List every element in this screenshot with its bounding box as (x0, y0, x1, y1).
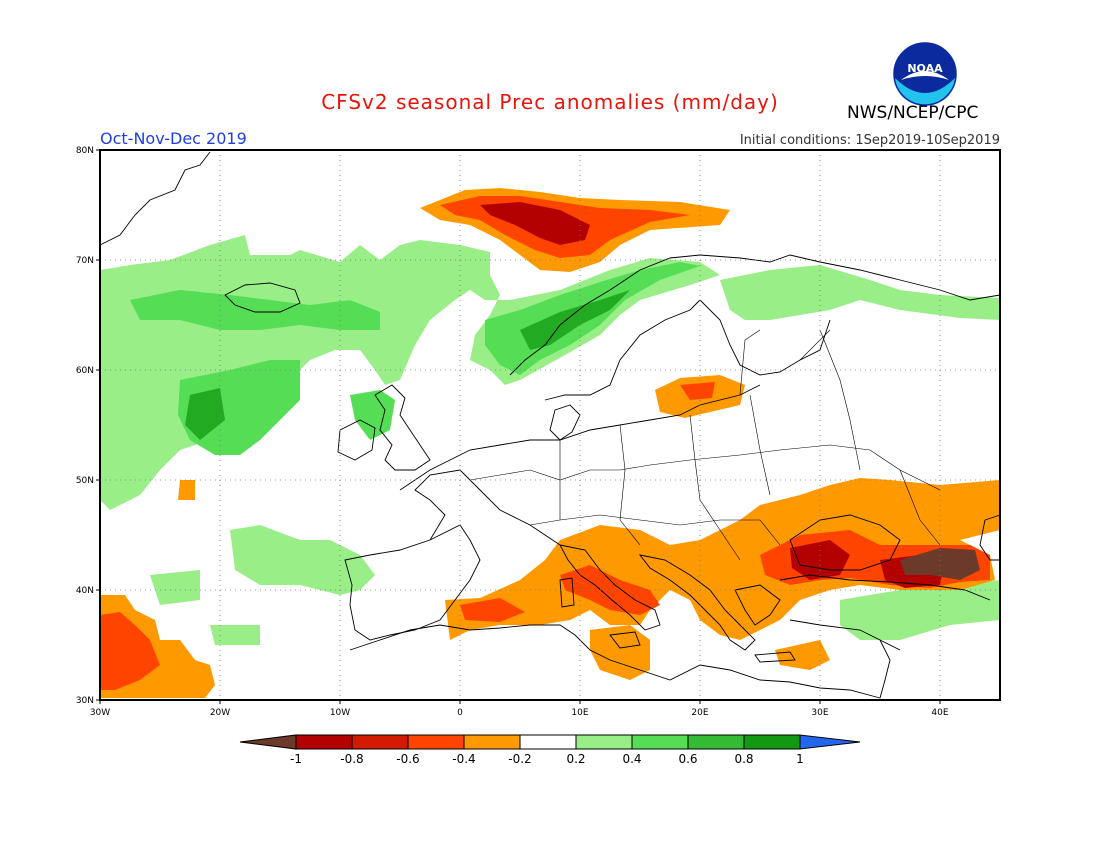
anomaly-dry-n-africa (590, 625, 830, 680)
colorbar-label: 0.2 (566, 752, 585, 766)
colorbar-cell (519, 734, 577, 750)
britain-coast (374, 384, 431, 471)
sardinia-coast (559, 577, 575, 608)
crete-coast (754, 651, 796, 663)
anomaly-dry-barents-core (480, 202, 590, 245)
anomaly-dry-italy (460, 565, 660, 622)
colorbar-label: 0.6 (678, 752, 697, 766)
ireland-coast (337, 419, 376, 461)
lat-label: 30N (76, 696, 94, 706)
sicily-coast (609, 631, 641, 649)
turkey-south-coast (789, 619, 901, 651)
anomaly-wet-ireland (350, 390, 395, 440)
levant-coast (879, 639, 891, 699)
lat-label: 60N (76, 366, 94, 376)
colorbar-label: -0.8 (340, 752, 363, 766)
anomaly-dry-iberia-sw-core (100, 612, 160, 690)
colorbar-label: 1 (796, 752, 804, 766)
colorbar-cell (743, 734, 801, 750)
agency-label: NWS/NCEP/CPC (847, 103, 979, 123)
caspian-coast (979, 514, 1001, 561)
lat-label: 40N (76, 586, 94, 596)
colorbar-label: -0.2 (508, 752, 531, 766)
colorbar: -1 -0.8 -0.6 -0.4 -0.2 0.2 0.4 0.6 0.8 1 (239, 734, 861, 766)
france-coast (414, 469, 561, 546)
map-title: CFSv2 seasonal Prec anomalies (mm/day) (321, 90, 779, 114)
anomaly-wet-east-med (840, 580, 1000, 640)
anomaly-wet-iberia-west (230, 525, 375, 595)
noaa-logo: NOAA (893, 42, 957, 106)
finland-coast (699, 299, 831, 376)
colorbar-label: -1 (290, 752, 302, 766)
colorbar-label: -0.6 (396, 752, 419, 766)
lon-label: 20W (210, 708, 230, 718)
colorbar-cell (351, 734, 409, 750)
lon-label: 30E (811, 708, 828, 718)
lat-label: 70N (76, 256, 94, 266)
logo-text: NOAA (907, 62, 943, 75)
colorbar-label: 0.4 (622, 752, 641, 766)
latitude-labels: 80N 70N 60N 50N 40N 30N (76, 146, 94, 706)
colorbar-cell (463, 734, 521, 750)
initial-conditions: Initial conditions: 1Sep2019-10Sep2019 (739, 133, 1000, 148)
colorbar-cell (631, 734, 689, 750)
colorbar-cell (575, 734, 633, 750)
lon-label: 40E (931, 708, 948, 718)
lon-label: 30W (90, 708, 110, 718)
lon-label: 10W (330, 708, 350, 718)
anomaly-dry-caucasus-core (900, 548, 980, 580)
greenland-coast (99, 151, 211, 246)
axis-ticks (96, 149, 941, 704)
colorbar-label: -0.4 (452, 752, 475, 766)
iceland-coast (224, 282, 301, 313)
colorbar-cell-high-end (799, 734, 861, 750)
map-frame (99, 149, 1001, 701)
colorbar-cell (295, 734, 353, 750)
longitude-labels: 30W 20W 10W 0 10E 20E 30E 40E (90, 708, 949, 718)
anomaly-wet-north-russia (720, 265, 1000, 320)
iberia-coast (344, 524, 481, 641)
anomaly-wet-atlantic-south (150, 570, 260, 645)
graticule (100, 150, 1000, 700)
colorbar-cell (407, 734, 465, 750)
greece-coast (734, 584, 781, 626)
forecast-period: Oct-Nov-Dec 2019 (100, 129, 247, 148)
anomaly-dry-baltic-core (680, 382, 715, 400)
north-africa-coast (349, 624, 881, 699)
anomaly-wet-atlantic-band (130, 290, 380, 330)
colorbar-cell (687, 734, 745, 750)
balkans-coast (638, 554, 756, 651)
anomaly-wet-scandinavia-core (520, 290, 630, 350)
lon-label: 20E (691, 708, 708, 718)
anomaly-dry-black-sea-core (790, 540, 945, 588)
lat-label: 50N (76, 476, 94, 486)
colorbar-label: 0.8 (734, 752, 753, 766)
black-sea-coast (789, 514, 901, 571)
sweden-coast (544, 299, 701, 401)
anomaly-layer (100, 188, 1000, 698)
lon-label: 10E (571, 708, 588, 718)
anomaly-wet-atlantic-dark (185, 388, 225, 440)
colorbar-cell-low-end (239, 734, 297, 750)
norway-coast (509, 254, 1001, 376)
lat-label: 80N (76, 146, 94, 156)
italy-coast (559, 544, 661, 631)
denmark-coast (549, 404, 581, 441)
lon-label: 0 (457, 708, 463, 718)
